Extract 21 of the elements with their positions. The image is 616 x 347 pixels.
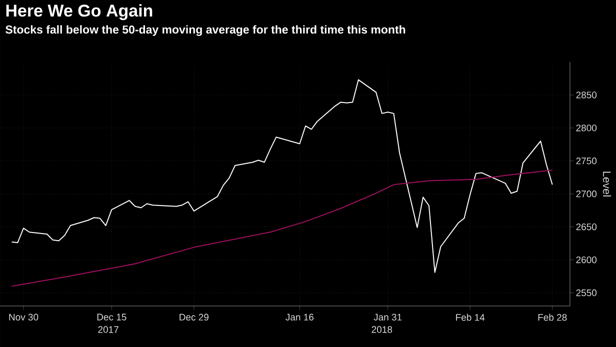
text: 2018 — [372, 326, 392, 333]
y-tick-label: 2650 — [576, 223, 597, 230]
chart-subtitle: Stocks fall below the 50-day moving average for the third time this month — [6, 25, 406, 36]
y-tick-label: 2700 — [576, 190, 597, 198]
y-tick-label: 2550 — [576, 289, 597, 296]
y-tick-label: 2800 — [576, 124, 597, 132]
x-tick-label: Dec 15 — [97, 314, 126, 320]
y-tick-label: 2750 — [576, 158, 597, 164]
chart-title: Here We Go Again — [6, 4, 152, 20]
x-tick-label: Feb 14 — [456, 314, 485, 321]
y-tick-label: 2600 — [576, 256, 597, 264]
x-tick-label: Jan 31 — [374, 314, 402, 321]
x-tick-label: Nov 30 — [9, 314, 38, 321]
x-tick-label: Dec 29 — [180, 314, 209, 321]
y-axis-title: Level — [602, 172, 612, 196]
line-series — [11, 79, 553, 273]
x-tick-label: Feb 28 — [538, 314, 567, 321]
x-tick-label: Jan 16 — [286, 314, 314, 321]
line-series — [11, 170, 553, 287]
y-tick-label: 2850 — [576, 92, 597, 98]
text: 2017 — [98, 326, 118, 333]
